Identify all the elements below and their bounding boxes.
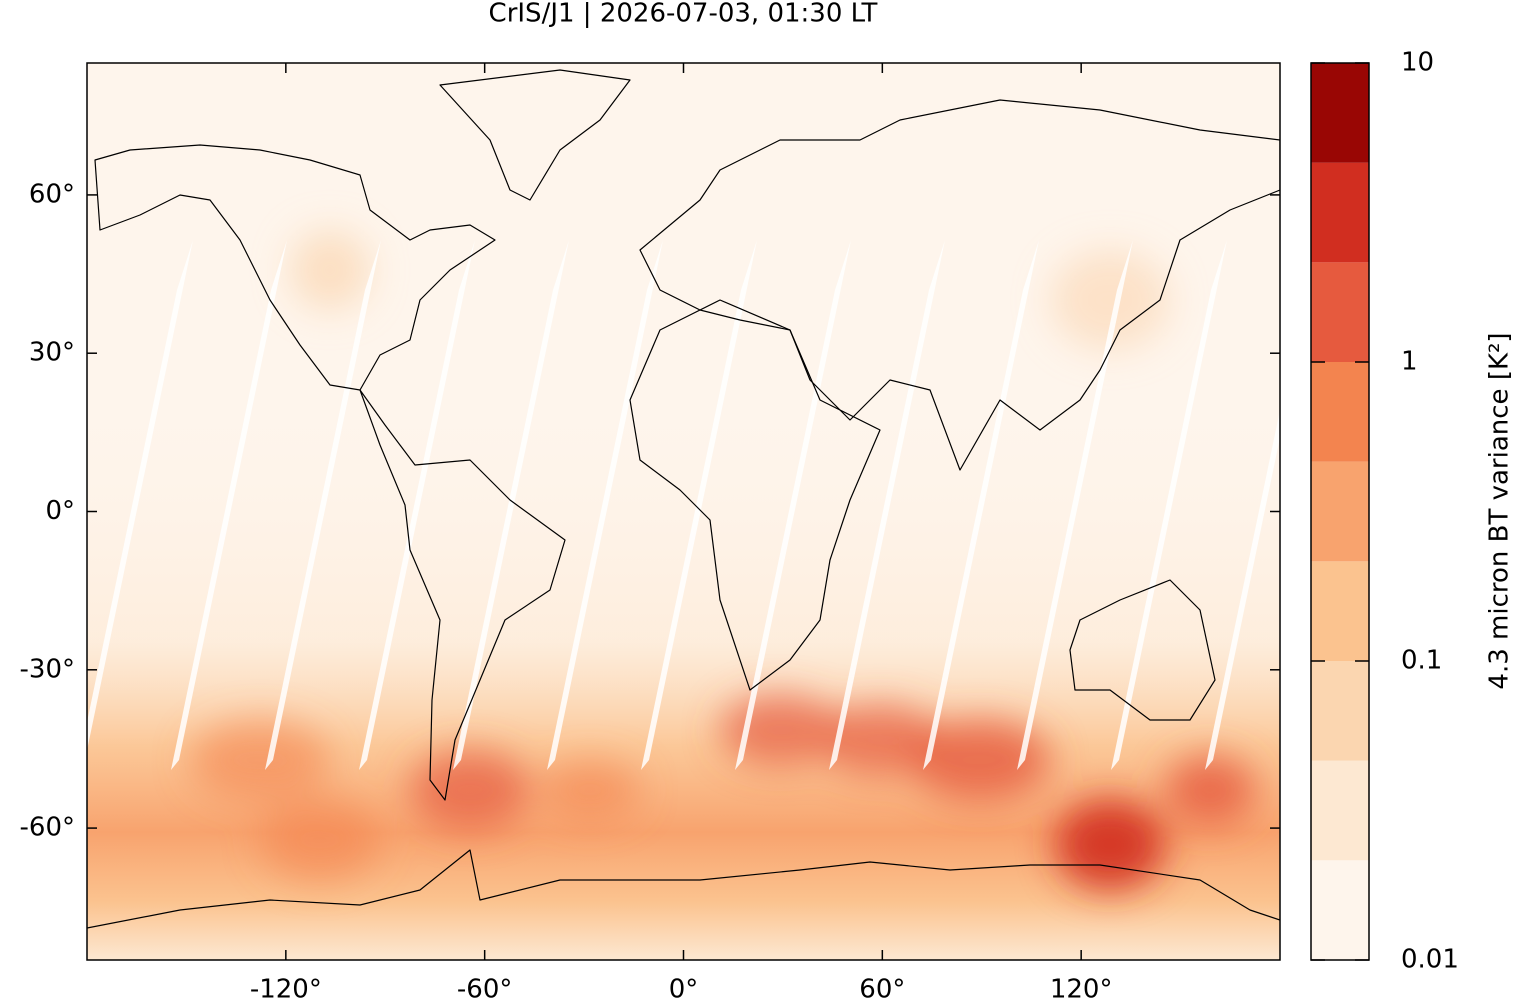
orbit-gap [453,240,569,770]
orbit-gap [829,240,945,770]
x-tick-label: 0° [669,975,699,1002]
orbit-gap [1205,410,1280,770]
x-tick-label: 120° [1050,975,1113,1002]
y-tick-label: 30° [29,338,75,368]
colorbar-tick-label: 1 [1401,347,1418,377]
colorbar-swatch [1311,561,1369,661]
x-tick-label: -120° [250,975,322,1002]
colorbar-frame [1310,62,1370,961]
y-tick-label: 60° [29,179,75,209]
colorbar-swatch [1311,461,1369,562]
colorbar-swatch [1311,661,1369,761]
colorbar-swatch [1311,63,1369,163]
orbit-gap [265,240,381,770]
x-tick-label: -60° [457,975,512,1002]
colorbar-label: 4.3 micron BT variance [K²] [1485,332,1515,689]
chart-title: CrIS/J1 | 2026-07-03, 01:30 LT [489,0,878,29]
colorbar-tick-label: 0.01 [1401,945,1459,975]
orbit-gap [359,240,475,770]
orbit-gap [1111,240,1227,770]
orbit-gap [547,240,663,770]
colorbar-swatch [1311,860,1369,960]
colorbar-swatch [1311,760,1369,861]
y-tick-label: -60° [20,813,75,843]
colorbar-swatch [1311,262,1369,362]
colorbar-swatch [1311,362,1369,462]
orbit-gap [923,240,1039,770]
orbit-gap [1017,240,1133,770]
y-tick-label: -30° [20,654,75,684]
colorbar-swatch [1311,162,1369,263]
colorbar-tick-label: 0.1 [1401,646,1442,676]
orbit-gap [735,240,851,770]
orbit-gap [87,240,193,751]
orbit-gap [641,240,757,770]
orbit-gap [171,240,287,770]
map-field [87,63,1280,960]
colorbar-tick-label: 10 [1401,48,1434,78]
y-tick-label: 0° [45,496,75,526]
x-tick-label: 60° [859,975,905,1002]
